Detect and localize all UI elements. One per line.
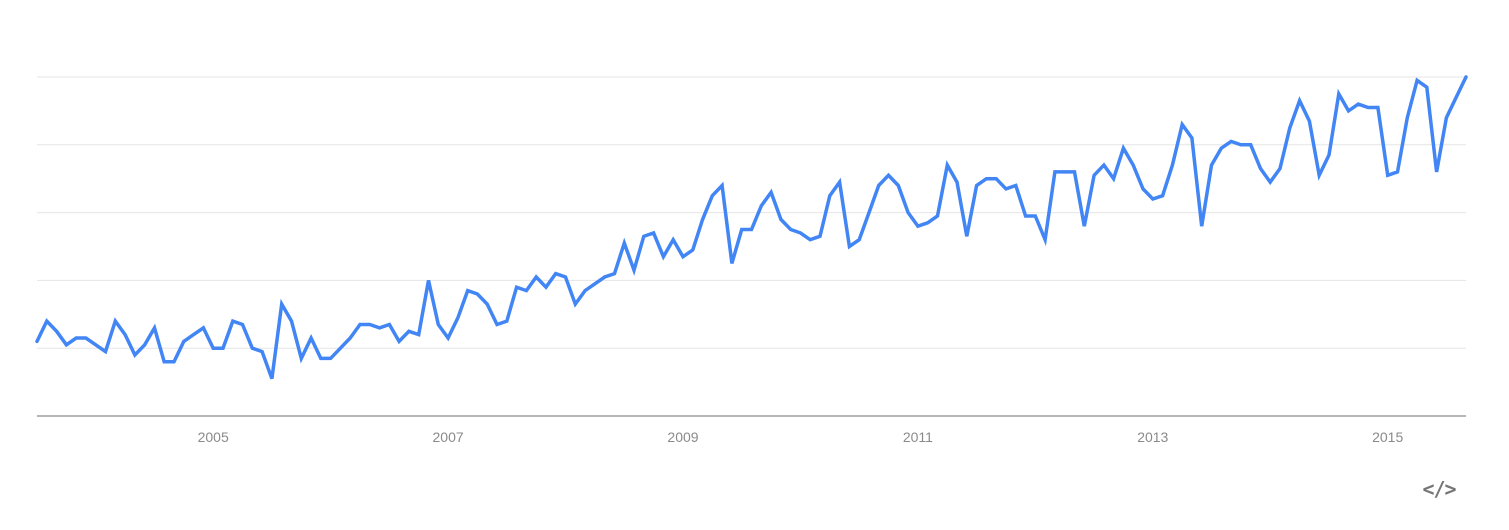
x-tick-label: 2007 xyxy=(433,429,464,445)
gridlines xyxy=(37,76,1466,349)
x-tick-label: 2013 xyxy=(1137,429,1168,445)
series-lines xyxy=(35,75,1468,380)
embed-code-button[interactable]: </> xyxy=(1418,474,1460,504)
x-tick-label: 2015 xyxy=(1372,429,1403,445)
x-tick-label: 2005 xyxy=(198,429,229,445)
series-line xyxy=(35,75,1468,380)
code-embed-icon: </> xyxy=(1422,477,1456,501)
x-tick-label: 2011 xyxy=(903,429,933,445)
x-tick-label: 2009 xyxy=(667,429,698,445)
x-tick-labels: 2005 2007 2009 2011 2013 2015 xyxy=(198,429,1404,445)
